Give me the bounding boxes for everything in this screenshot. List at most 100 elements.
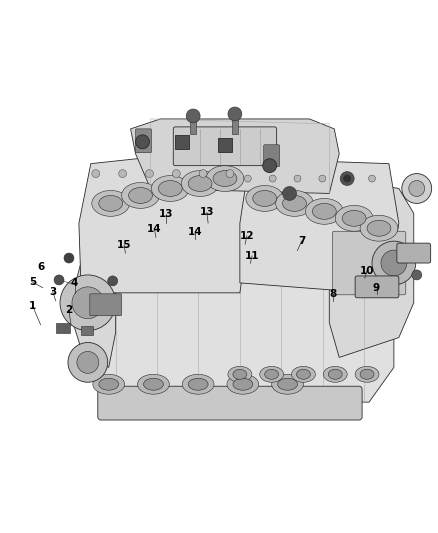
Ellipse shape [360, 215, 398, 241]
Ellipse shape [181, 171, 219, 197]
Bar [56, 322, 70, 333]
Ellipse shape [152, 175, 189, 201]
FancyBboxPatch shape [264, 145, 279, 167]
Text: 11: 11 [245, 251, 259, 261]
Ellipse shape [206, 166, 244, 191]
Text: 5: 5 [29, 277, 36, 287]
Text: 14: 14 [147, 224, 162, 235]
Text: 1: 1 [29, 301, 36, 311]
Circle shape [263, 159, 277, 173]
Circle shape [145, 169, 153, 177]
Circle shape [372, 241, 416, 285]
Circle shape [319, 175, 326, 182]
Polygon shape [79, 149, 250, 293]
Circle shape [172, 169, 180, 177]
Text: 12: 12 [240, 231, 254, 241]
Circle shape [344, 175, 351, 182]
Circle shape [135, 135, 149, 149]
Ellipse shape [260, 366, 283, 382]
Circle shape [54, 275, 64, 285]
Ellipse shape [129, 188, 152, 204]
Ellipse shape [246, 185, 283, 212]
Circle shape [108, 276, 118, 286]
Ellipse shape [278, 378, 297, 390]
Circle shape [68, 343, 108, 382]
Circle shape [199, 169, 207, 177]
Circle shape [228, 107, 242, 121]
Bar [190, 116, 196, 134]
Text: 10: 10 [360, 266, 374, 276]
Bar [232, 114, 238, 134]
FancyBboxPatch shape [135, 129, 152, 153]
Polygon shape [73, 253, 116, 367]
Circle shape [344, 175, 351, 182]
Ellipse shape [227, 374, 259, 394]
Ellipse shape [144, 378, 163, 390]
FancyBboxPatch shape [397, 243, 431, 263]
Circle shape [412, 270, 422, 280]
Ellipse shape [228, 366, 252, 382]
Ellipse shape [138, 374, 170, 394]
Text: 6: 6 [37, 262, 44, 271]
Text: 2: 2 [65, 305, 72, 315]
Circle shape [381, 250, 407, 276]
Text: 15: 15 [117, 240, 131, 251]
Text: 13: 13 [200, 207, 214, 217]
Circle shape [368, 175, 375, 182]
Ellipse shape [122, 182, 159, 208]
FancyBboxPatch shape [90, 294, 122, 316]
Circle shape [244, 175, 251, 182]
Ellipse shape [328, 369, 342, 379]
Text: 7: 7 [298, 236, 305, 246]
Bar [218, 138, 232, 152]
Circle shape [92, 169, 100, 177]
Ellipse shape [99, 196, 123, 212]
Circle shape [77, 351, 99, 373]
Circle shape [283, 187, 297, 200]
Ellipse shape [342, 211, 366, 226]
FancyBboxPatch shape [355, 276, 399, 298]
Text: 4: 4 [71, 278, 78, 288]
Ellipse shape [182, 374, 214, 394]
Ellipse shape [233, 378, 253, 390]
Ellipse shape [360, 369, 374, 379]
Text: 13: 13 [159, 208, 173, 219]
Ellipse shape [253, 190, 277, 206]
FancyBboxPatch shape [98, 386, 362, 420]
Ellipse shape [159, 181, 182, 197]
Ellipse shape [312, 204, 336, 219]
Circle shape [402, 174, 431, 204]
Circle shape [269, 175, 276, 182]
Polygon shape [84, 278, 394, 402]
Circle shape [64, 253, 74, 263]
Ellipse shape [323, 366, 347, 382]
Ellipse shape [188, 378, 208, 390]
Text: 8: 8 [329, 289, 337, 299]
FancyBboxPatch shape [173, 127, 277, 166]
Ellipse shape [355, 366, 379, 382]
Ellipse shape [305, 198, 343, 224]
Ellipse shape [213, 171, 237, 187]
Ellipse shape [283, 196, 307, 212]
Circle shape [294, 175, 301, 182]
Circle shape [60, 275, 116, 330]
Circle shape [409, 181, 425, 197]
Ellipse shape [265, 369, 279, 379]
Ellipse shape [335, 205, 373, 231]
FancyBboxPatch shape [332, 231, 406, 295]
Text: 9: 9 [373, 282, 380, 293]
Text: 14: 14 [188, 227, 203, 237]
Polygon shape [240, 159, 399, 293]
Polygon shape [131, 119, 339, 193]
Circle shape [72, 287, 104, 319]
Ellipse shape [93, 374, 124, 394]
Polygon shape [329, 179, 414, 358]
Circle shape [226, 169, 234, 177]
Ellipse shape [297, 369, 311, 379]
Ellipse shape [188, 175, 212, 191]
Circle shape [119, 169, 127, 177]
Ellipse shape [292, 366, 315, 382]
Ellipse shape [99, 378, 119, 390]
Circle shape [186, 109, 200, 123]
Circle shape [340, 172, 354, 185]
